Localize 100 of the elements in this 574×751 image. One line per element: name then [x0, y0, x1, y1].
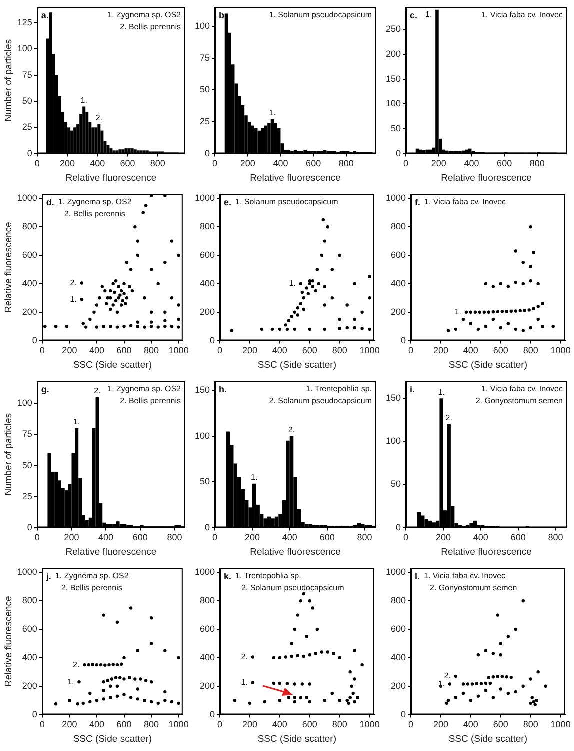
- x-tick-label: 1000: [550, 720, 571, 730]
- y-tick-label: 1000: [194, 567, 216, 578]
- y-tick-label: 800: [390, 222, 406, 232]
- annotation: 1. Zygnema sp. OS2: [108, 10, 182, 20]
- y-tick-label: 200: [386, 49, 402, 60]
- x-tick-label: 800: [144, 720, 160, 730]
- annotation: 1. Vicia faba cv. Inovec: [481, 384, 563, 394]
- x-tick-label: 600: [497, 158, 512, 169]
- annotation: b.: [219, 10, 228, 20]
- x-tick-label: 200: [242, 720, 258, 730]
- x-tick-label: 200: [431, 158, 446, 169]
- y-tick-label: 0: [401, 709, 406, 720]
- annotation: d.: [46, 197, 54, 208]
- x-tick-label: 400: [282, 532, 298, 543]
- y-tick-label: 800: [22, 596, 38, 606]
- x-tick-label: 1000: [360, 720, 380, 730]
- x-tick-label: 400: [98, 532, 114, 543]
- annotation: 2. Solanum pseudocapsicum: [242, 584, 345, 593]
- x-tick-label: 200: [240, 158, 256, 169]
- x-tick-label: 200: [60, 158, 76, 169]
- annotation: 1. Zygnema sp. OS2: [58, 198, 132, 207]
- annotation: j.: [45, 571, 52, 582]
- x-axis-title: Relative fluorescence: [441, 172, 532, 184]
- x-tick-label: 0: [40, 346, 45, 356]
- y-tick-label: 100: [386, 436, 402, 446]
- annotation: 2.: [94, 386, 101, 396]
- y-tick-label: 0: [27, 522, 32, 532]
- y-tick-label: 50: [22, 96, 32, 106]
- annotation: k.: [224, 571, 232, 582]
- x-tick-label: 600: [302, 346, 318, 356]
- y-tick-label: 400: [390, 278, 406, 288]
- y-tick-label: 600: [22, 624, 38, 634]
- annotation: 1.: [454, 308, 462, 317]
- x-tick-label: 800: [167, 532, 182, 543]
- x-tick-label: 800: [357, 532, 372, 543]
- y-tick-label: 0: [396, 148, 402, 158]
- y-tick-label: 400: [200, 652, 216, 662]
- annotation: e.: [224, 197, 232, 208]
- y-tick-label: 25: [22, 122, 32, 132]
- x-tick-label: 800: [144, 346, 160, 356]
- annotation: 1. Vicia faba cv. Inovec: [424, 198, 506, 207]
- x-tick-label: 1000: [168, 346, 189, 356]
- y-axis-title: Relative fluorescence: [3, 596, 14, 688]
- annotation: 2.: [70, 278, 77, 288]
- annotation: 2. Bellis perennis: [64, 210, 126, 219]
- x-axis-title: Relative fluorescence: [250, 172, 341, 184]
- annotation: 2.: [73, 660, 80, 670]
- annotation: 1.: [426, 10, 432, 20]
- y-tick-label: 600: [200, 624, 216, 634]
- y-tick-label: 600: [22, 250, 38, 260]
- x-tick-label: 600: [120, 158, 136, 169]
- annotation: 1. Vicia faba cv. Inovec: [424, 572, 506, 581]
- annotation: 1.: [68, 677, 74, 686]
- annotation: 1.: [289, 279, 296, 288]
- y-tick-label: 50: [22, 460, 32, 470]
- x-tick-label: 200: [62, 720, 78, 730]
- x-tick-label: 200: [433, 720, 448, 730]
- x-tick-label: 800: [530, 158, 545, 169]
- annotation: c.: [410, 10, 418, 20]
- y-tick-label: 50: [391, 479, 402, 490]
- y-tick-label: 800: [390, 596, 406, 606]
- y-tick-label: 200: [22, 680, 38, 691]
- x-tick-label: 600: [116, 346, 132, 356]
- x-tick-label: 400: [473, 532, 488, 543]
- annotation: 1.: [80, 96, 88, 105]
- y-tick-label: 0: [401, 335, 406, 346]
- y-tick-label: 1000: [386, 193, 406, 204]
- annotation: 1. Trentepohlia sp.: [306, 384, 372, 394]
- x-axis-title: SSC (Side scatter): [448, 360, 528, 371]
- x-tick-label: 200: [242, 346, 258, 356]
- y-tick-label: 25: [200, 116, 210, 126]
- annotation: l.: [415, 571, 420, 582]
- annotation: 1.: [241, 678, 248, 688]
- annotation: a.: [41, 10, 49, 20]
- annotation: 1. Solanum pseudocapsicum: [236, 198, 339, 207]
- x-axis-title: Relative fluorescence: [441, 546, 532, 558]
- y-axis-title: Number of particles: [3, 39, 14, 122]
- x-tick-label: 600: [493, 346, 508, 356]
- x-axis-title: Relative fluorescence: [66, 172, 157, 184]
- x-tick-label: 400: [463, 346, 478, 356]
- x-tick-label: 600: [132, 532, 148, 543]
- y-tick-label: 50: [200, 84, 210, 95]
- x-tick-label: 400: [273, 158, 288, 169]
- annotation: 1. Zygnema sp. OS2: [108, 384, 182, 394]
- y-tick-label: 1000: [17, 193, 38, 204]
- x-tick-label: 600: [302, 720, 318, 730]
- annotation: 2. Gonyostomum semen: [430, 584, 518, 593]
- annotation: 2. Solanum pseudocapsicum: [269, 396, 372, 406]
- y-tick-label: 0: [205, 522, 210, 532]
- x-tick-label: 200: [244, 532, 260, 543]
- annotation: 2. Bellis perennis: [61, 584, 122, 593]
- x-tick-label: 400: [272, 346, 288, 356]
- y-tick-label: 250: [386, 24, 402, 34]
- y-tick-label: 400: [22, 278, 38, 288]
- x-tick-label: 400: [272, 720, 288, 730]
- annotation: 2. Gonyostomum semen: [476, 396, 563, 406]
- y-axis-title: Relative fluorescence: [3, 222, 14, 314]
- annotation: 1. Vicia faba cv. Inovec: [481, 10, 563, 20]
- y-tick-label: 100: [386, 98, 402, 109]
- annotation: 1.: [250, 473, 258, 482]
